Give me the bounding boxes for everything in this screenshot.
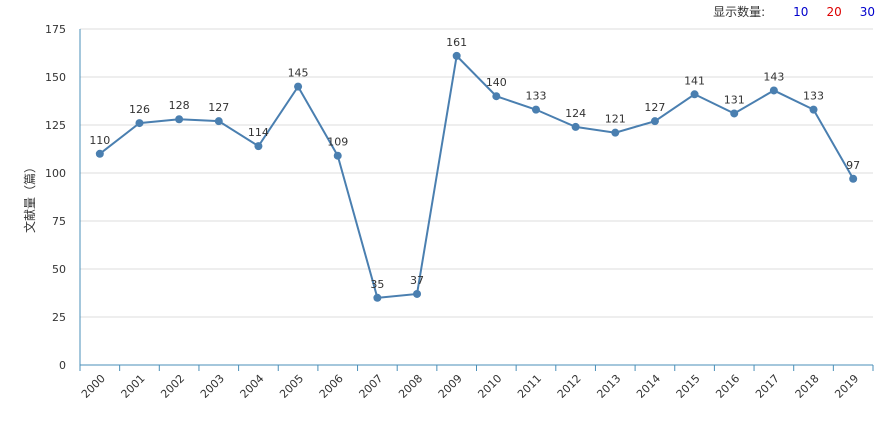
data-label: 114 xyxy=(248,126,269,139)
data-point[interactable] xyxy=(849,174,858,183)
x-tick-label: 2002 xyxy=(158,372,187,401)
x-tick-label: 2018 xyxy=(793,372,822,401)
data-label: 128 xyxy=(169,99,190,112)
display-count-option-10[interactable]: 10 xyxy=(793,4,809,19)
y-tick-label: 125 xyxy=(45,119,66,132)
data-point[interactable] xyxy=(175,115,184,124)
x-tick-label: 2016 xyxy=(713,372,742,401)
data-point[interactable] xyxy=(333,151,342,160)
y-tick-label: 75 xyxy=(52,215,66,228)
x-tick-labels: 2000 2001 2002 2003 2004 2005 2006 2007 2008 2009… xyxy=(79,372,861,401)
data-label: 133 xyxy=(803,90,824,103)
data-point[interactable] xyxy=(571,122,580,131)
data-point[interactable] xyxy=(492,92,501,101)
data-label: 124 xyxy=(565,107,586,120)
data-label: 143 xyxy=(763,70,784,83)
data-label: 133 xyxy=(525,90,546,103)
y-tick-label: 175 xyxy=(45,23,66,36)
x-tick-label: 2005 xyxy=(277,372,306,401)
data-label: 126 xyxy=(129,103,150,116)
display-count-label: 显示数量: xyxy=(713,5,766,19)
series-line xyxy=(99,53,855,299)
x-tick-label: 2007 xyxy=(357,372,386,401)
data-label: 121 xyxy=(605,113,626,126)
data-label: 35 xyxy=(370,278,384,291)
y-tick-label: 50 xyxy=(52,263,66,276)
data-points xyxy=(95,51,858,302)
data-point[interactable] xyxy=(769,86,778,95)
data-point[interactable] xyxy=(135,119,144,128)
data-label: 140 xyxy=(486,76,507,89)
data-label: 127 xyxy=(208,101,229,114)
data-label: 131 xyxy=(724,93,745,106)
grid-lines xyxy=(80,28,873,318)
x-tick-label: 2013 xyxy=(594,372,623,401)
y-tick-label: 0 xyxy=(59,359,66,372)
x-tick-label: 2004 xyxy=(238,372,267,401)
x-tick-label: 2019 xyxy=(832,372,861,401)
data-labels: 110 126 128 127 114 145 109 35 37 161 140 133 124 121… xyxy=(89,36,860,291)
data-point[interactable] xyxy=(294,82,303,91)
y-tick-label: 25 xyxy=(52,311,66,324)
data-point[interactable] xyxy=(452,51,461,60)
data-point[interactable] xyxy=(214,117,223,126)
y-axis-label: 文献量（篇） xyxy=(22,161,37,233)
x-tick-label: 2001 xyxy=(119,372,148,401)
x-tick-label: 2014 xyxy=(634,372,663,401)
display-count-option-30[interactable]: 30 xyxy=(859,4,875,19)
data-label: 145 xyxy=(288,67,309,80)
data-label: 127 xyxy=(644,101,665,114)
series-line-path xyxy=(99,53,855,299)
x-tick-label: 2012 xyxy=(555,372,584,401)
data-label: 141 xyxy=(684,74,705,87)
x-tick-label: 2017 xyxy=(753,372,782,401)
y-tick-label: 150 xyxy=(45,71,66,84)
data-label: 97 xyxy=(846,159,860,172)
y-tick-labels: 0 25 50 75 100 125 150 175 xyxy=(45,23,66,372)
x-tick-label: 2000 xyxy=(79,372,108,401)
x-tick-label: 2015 xyxy=(674,372,703,401)
data-point[interactable] xyxy=(373,293,382,302)
data-point[interactable] xyxy=(650,117,659,126)
x-tick-label: 2010 xyxy=(475,372,504,401)
data-point[interactable] xyxy=(611,128,620,137)
data-point[interactable] xyxy=(254,142,263,151)
data-label: 37 xyxy=(410,274,424,287)
data-point[interactable] xyxy=(413,289,422,298)
x-tick-label: 2006 xyxy=(317,372,346,401)
display-count-toolbar: 显示数量: 10 20 30 xyxy=(713,3,875,20)
x-tick-label: 2011 xyxy=(515,372,544,401)
data-point[interactable] xyxy=(809,105,818,114)
data-point[interactable] xyxy=(95,149,104,158)
x-tick-label: 2003 xyxy=(198,372,227,401)
data-label: 161 xyxy=(446,36,467,49)
data-point[interactable] xyxy=(531,105,540,114)
x-tick-label: 2009 xyxy=(436,372,465,401)
data-label: 109 xyxy=(327,136,348,149)
y-tick-label: 100 xyxy=(45,167,66,180)
data-point[interactable] xyxy=(690,90,699,99)
x-tick-label: 2008 xyxy=(396,372,425,401)
data-point[interactable] xyxy=(730,109,739,118)
display-count-option-20[interactable]: 20 xyxy=(826,4,842,19)
axes xyxy=(79,29,874,371)
data-label: 110 xyxy=(89,134,110,147)
